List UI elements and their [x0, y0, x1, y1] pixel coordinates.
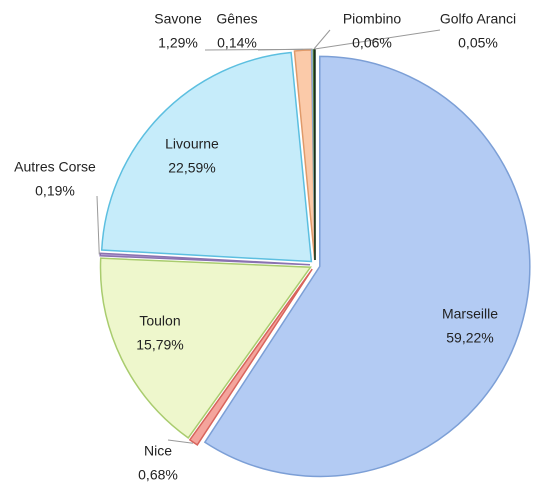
- pie-slice: [100, 51, 313, 263]
- leader-line: [314, 29, 441, 50]
- leader-line: [96, 195, 100, 255]
- slice-value-label: 0,06%: [352, 35, 392, 51]
- leader-line: [313, 29, 331, 50]
- slice-label: Marseille: [442, 306, 498, 322]
- pie-slice: [188, 268, 313, 446]
- slice-value-label: 0,19%: [35, 183, 75, 199]
- slice-label: Savone: [154, 11, 202, 27]
- pie-slice: [313, 49, 316, 261]
- slice-label: Golfo Aranci: [440, 11, 516, 27]
- pie-slice: [99, 252, 311, 266]
- slice-label: Toulon: [139, 313, 180, 329]
- slice-value-label: 15,79%: [136, 337, 183, 353]
- slice-label: Autres Corse: [14, 159, 96, 175]
- slice-label: Livourne: [165, 136, 219, 152]
- slice-value-label: 1,29%: [158, 35, 198, 51]
- slice-value-label: 0,05%: [458, 35, 498, 51]
- leader-line: [257, 48, 313, 51]
- slice-value-label: 0,14%: [217, 35, 257, 51]
- slice-label: Nice: [144, 443, 172, 459]
- slice-label: Gênes: [216, 11, 257, 27]
- slice-value-label: 59,22%: [446, 330, 493, 346]
- slice-value-label: 0,68%: [138, 467, 178, 483]
- pie-slice: [203, 55, 531, 478]
- slice-label: Piombino: [343, 11, 402, 27]
- pie-slice: [99, 257, 312, 439]
- leader-line: [167, 439, 194, 444]
- slice-value-label: 22,59%: [168, 160, 215, 176]
